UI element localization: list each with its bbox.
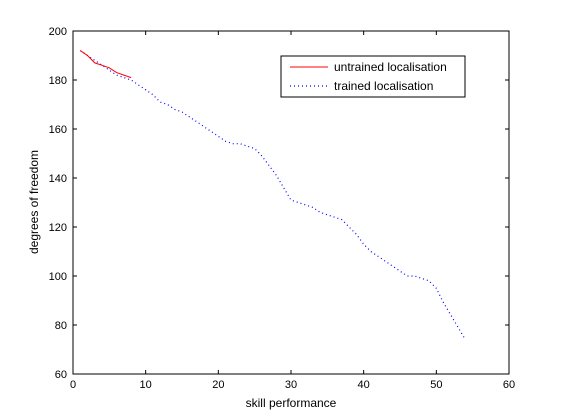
y-tick-label: 100 xyxy=(49,271,67,283)
x-tick-label: 40 xyxy=(358,379,370,391)
y-tick-label: 60 xyxy=(55,369,67,381)
x-tick-label: 10 xyxy=(140,379,152,391)
y-tick-label: 180 xyxy=(49,75,67,87)
legend-label-untrained: untrained localisation xyxy=(334,60,447,74)
legend-label-trained: trained localisation xyxy=(334,79,433,93)
legend-box xyxy=(280,55,466,98)
y-tick-label: 80 xyxy=(55,320,67,332)
series-line-untrained xyxy=(80,50,132,79)
x-tick-label: 0 xyxy=(70,379,76,391)
x-tick-label: 20 xyxy=(212,379,224,391)
y-tick-label: 120 xyxy=(49,222,67,234)
axis-ticks: 0 10 20 30 40 50 60 60 80 100 120 140 160 180 200 xyxy=(49,26,515,391)
series-line-trained xyxy=(79,50,466,341)
x-axis-label: skill performance xyxy=(246,396,337,410)
x-tick-label: 60 xyxy=(503,379,515,391)
x-tick-label: 50 xyxy=(430,379,442,391)
y-axis-label: degrees of freedom xyxy=(27,150,41,254)
legend: untrained localisation trained localisat… xyxy=(280,55,466,98)
y-tick-label: 160 xyxy=(49,124,67,136)
series-layer xyxy=(79,50,466,341)
x-tick-label: 30 xyxy=(285,379,297,391)
y-tick-label: 140 xyxy=(49,173,67,185)
y-tick-label: 200 xyxy=(49,26,67,38)
